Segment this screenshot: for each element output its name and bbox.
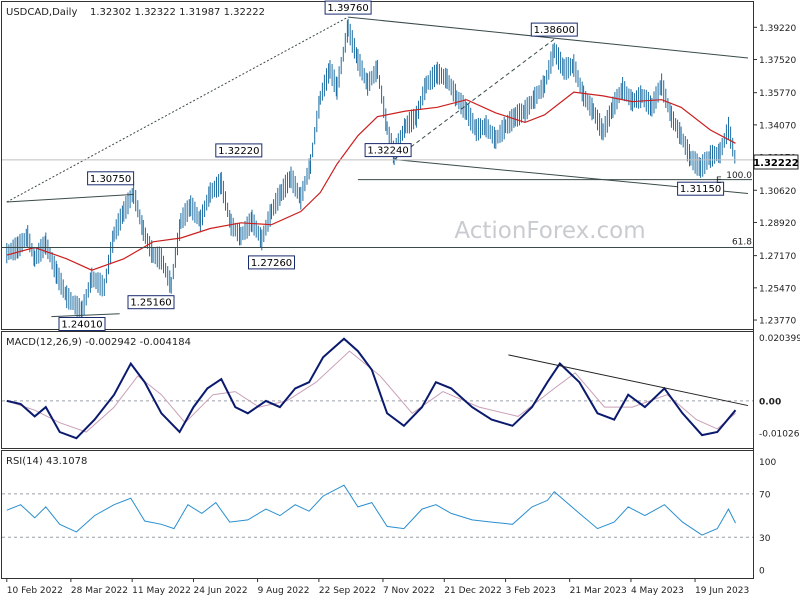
pivot-label-box — [58, 317, 106, 331]
pivot-label-box — [248, 255, 295, 270]
x-tick-label: 21 Mar 2023 — [570, 586, 627, 596]
pivot-label-box — [677, 181, 725, 196]
pivot-label-box — [127, 295, 175, 310]
pivot-label-box — [364, 143, 412, 158]
rsi-y-tick-label: 70 — [759, 490, 771, 500]
rsi-y-tick-label: 30 — [759, 534, 771, 544]
y-tick-label: 1.27170 — [759, 252, 796, 262]
trendline — [393, 38, 555, 160]
x-tick-label: 9 Aug 2022 — [258, 586, 310, 596]
axis-layer: 1.392201.375201.357701.340701.323701.306… — [6, 24, 800, 596]
main-panel-frame — [1, 1, 754, 330]
rsi-line — [6, 484, 736, 536]
y-tick-label: 1.23770 — [759, 317, 796, 327]
rsi-y-tick-label: 100 — [759, 458, 776, 468]
pivot-label-box — [530, 22, 578, 37]
pivot-label-text: 1.25160 — [130, 298, 171, 309]
pivot-label-text: 1.27260 — [251, 258, 292, 269]
trendline — [348, 16, 749, 59]
macd-layer — [2, 337, 753, 440]
small-label: E — [716, 176, 722, 186]
pivot-label-box — [215, 143, 263, 158]
fib-level-label: 100.0 — [726, 171, 752, 181]
rsi-title: RSI(14) 43.1078 — [6, 456, 87, 467]
pivot-label-text: 1.39760 — [327, 3, 368, 14]
macd-y-tick-label: 0.020399 — [759, 334, 800, 344]
macd-trendline — [508, 354, 749, 407]
main-price-layer: 61.8 100.0 1.39760 1.38600 1.32220 1.32240 1.3… — [2, 0, 753, 331]
moving-average-line — [6, 91, 736, 271]
macd-y-tick-label: 0.00 — [759, 397, 781, 407]
rsi-layer — [2, 484, 753, 538]
ohlc-text: 1.32302 1.32322 1.31987 1.32222 — [90, 7, 265, 18]
pivot-label-text: 1.32220 — [218, 146, 259, 157]
y-tick-label: 1.39220 — [759, 24, 796, 34]
pivot-label-box — [324, 0, 372, 15]
rsi-panel-frame — [1, 450, 754, 579]
x-tick-label: 24 Jun 2022 — [193, 586, 247, 596]
macd-line — [6, 337, 737, 440]
x-tick-label: 3 Feb 2023 — [506, 586, 556, 596]
main-title: USDCAD,Daily — [6, 7, 77, 18]
macd-signal-line — [6, 350, 736, 433]
y-tick-label: 1.35770 — [759, 89, 796, 99]
x-tick-label: 7 Nov 2022 — [383, 586, 435, 596]
pivot-label-text: 1.32240 — [367, 146, 408, 157]
fib-level-label: 61.8 — [732, 237, 752, 247]
x-tick-label: 28 Mar 2022 — [71, 586, 128, 596]
last-price-text: 1.32222 — [753, 158, 799, 169]
macd-title: MACD(12,26,9) -0.002942 -0.004184 — [6, 337, 191, 348]
last-price-badge — [753, 154, 799, 170]
pivot-label-text: 1.31150 — [680, 184, 721, 195]
pivot-label-text: 1.38600 — [534, 25, 575, 36]
x-tick-label: 22 Sep 2022 — [319, 586, 376, 596]
y-tick-label: 1.30620 — [759, 187, 796, 197]
trendline — [6, 193, 134, 203]
trendline — [51, 313, 120, 318]
x-tick-label: 4 May 2023 — [631, 586, 684, 596]
x-tick-label: 21 Dec 2022 — [444, 586, 502, 596]
x-tick-label: 19 Jun 2023 — [695, 586, 749, 596]
trendline — [6, 16, 349, 203]
pivot-label-box — [87, 171, 135, 186]
x-tick-label: 11 May 2022 — [132, 586, 191, 596]
macd-panel-frame — [1, 331, 754, 449]
y-tick-label: 1.28920 — [759, 219, 796, 229]
y-tick-label: 1.37520 — [759, 56, 796, 66]
watermark-text: ActionForex.com — [454, 218, 645, 244]
macd-y-tick-label: -0.01026 — [759, 429, 800, 439]
y-tick-label: 1.25470 — [759, 284, 796, 294]
pivot-label-text: 1.30750 — [90, 174, 131, 185]
y-tick-label: 1.34070 — [759, 121, 796, 131]
x-tick-label: 10 Feb 2022 — [7, 586, 63, 596]
pivot-label-text: 1.24010 — [61, 320, 102, 331]
rsi-y-tick-label: 0 — [759, 566, 765, 576]
